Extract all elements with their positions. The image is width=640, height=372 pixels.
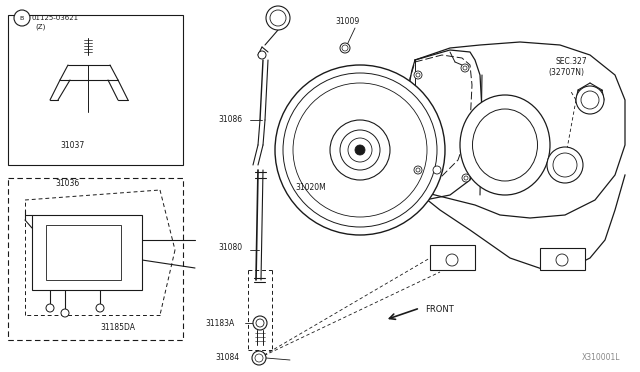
Text: (Z): (Z) (35, 24, 45, 30)
Circle shape (355, 145, 365, 155)
Text: B: B (20, 16, 24, 20)
Circle shape (96, 304, 104, 312)
Text: 31036: 31036 (55, 179, 79, 187)
Circle shape (46, 304, 54, 312)
Text: 01125-03621: 01125-03621 (32, 15, 79, 21)
Circle shape (275, 65, 445, 235)
Text: 31037: 31037 (60, 141, 84, 150)
Ellipse shape (472, 109, 538, 181)
Text: 31185DA: 31185DA (100, 324, 135, 333)
Circle shape (340, 130, 380, 170)
Text: FRONT: FRONT (425, 305, 454, 314)
Circle shape (581, 91, 599, 109)
Text: 31020M: 31020M (295, 183, 326, 192)
Text: X310001L: X310001L (582, 353, 621, 362)
Circle shape (283, 73, 437, 227)
Text: 31086: 31086 (218, 115, 242, 125)
Circle shape (342, 45, 348, 51)
Text: (32707N): (32707N) (548, 67, 584, 77)
Circle shape (556, 254, 568, 266)
Circle shape (293, 83, 427, 217)
Circle shape (553, 153, 577, 177)
Circle shape (463, 66, 467, 70)
Circle shape (547, 147, 583, 183)
Circle shape (330, 120, 390, 180)
Ellipse shape (460, 95, 550, 195)
Circle shape (340, 43, 350, 53)
Text: SEC.327: SEC.327 (555, 58, 587, 67)
Circle shape (255, 354, 263, 362)
Bar (32, 215, 142, 290)
Bar (540, 248, 585, 270)
Circle shape (414, 71, 422, 79)
Circle shape (348, 138, 372, 162)
Circle shape (252, 351, 266, 365)
Circle shape (266, 6, 290, 30)
Circle shape (14, 10, 30, 26)
Circle shape (416, 73, 420, 77)
Bar (430, 245, 475, 270)
Circle shape (414, 166, 422, 174)
Circle shape (61, 309, 69, 317)
Circle shape (433, 166, 441, 174)
Circle shape (576, 86, 604, 114)
Bar (46, 225, 121, 280)
Text: 31183A: 31183A (205, 318, 234, 327)
Circle shape (256, 319, 264, 327)
Text: 31084: 31084 (216, 353, 240, 362)
Text: 31080: 31080 (218, 244, 242, 253)
Circle shape (416, 168, 420, 172)
Bar (8, 15, 183, 165)
Circle shape (461, 64, 469, 72)
Circle shape (253, 316, 267, 330)
Text: 31009: 31009 (335, 17, 359, 26)
Circle shape (446, 254, 458, 266)
Circle shape (462, 174, 470, 182)
Circle shape (270, 10, 286, 26)
Circle shape (258, 51, 266, 59)
Circle shape (464, 176, 468, 180)
